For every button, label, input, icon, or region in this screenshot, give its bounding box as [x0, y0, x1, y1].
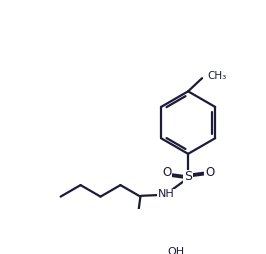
Text: S: S: [184, 170, 192, 183]
Text: CH₃: CH₃: [208, 71, 227, 81]
Text: NH: NH: [157, 189, 174, 199]
Polygon shape: [112, 220, 137, 227]
Text: OH: OH: [168, 247, 185, 254]
Text: O: O: [205, 166, 214, 179]
Text: O: O: [162, 166, 171, 179]
